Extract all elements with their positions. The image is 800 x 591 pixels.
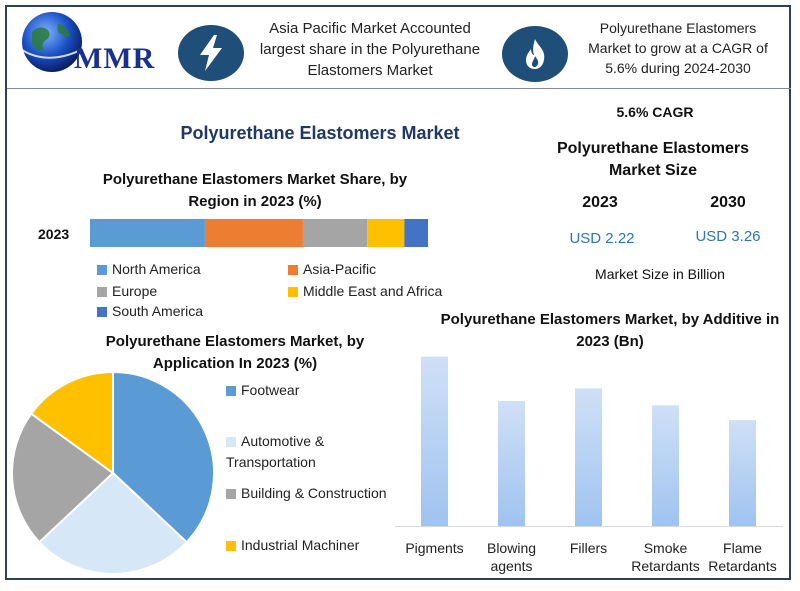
legend-asia-pacific: Asia-Pacific	[288, 261, 376, 277]
pie-slice-automotive-transportation	[37, 471, 189, 575]
region-bar-segment-middle-east-and-africa	[367, 219, 405, 247]
additive-x-label: Fillers	[569, 540, 608, 556]
legend-swatch	[226, 386, 236, 397]
additive-bar-flame-retardants	[729, 420, 756, 526]
market-size-value-1: USD 2.22	[569, 230, 635, 247]
market-size-value-2: USD 3.26	[695, 228, 761, 245]
additive-x-label: Smoke Retardants	[631, 540, 700, 574]
region-chart-title: Polyurethane Elastomers Market Share, by…	[102, 171, 408, 210]
highlight-1-text: Asia Pacific Market Accounted largest sh…	[259, 20, 481, 79]
legend-label: North America	[112, 261, 201, 277]
region-bar-segment-north-america	[90, 219, 205, 247]
legend-label: Middle East and Africa	[303, 283, 443, 299]
legend-label: Automotive & Transportation	[226, 433, 325, 470]
main-title: Polyurethane Elastomers Market	[180, 123, 460, 143]
legend-swatch	[97, 265, 107, 276]
additive-bar-blowing-agents	[498, 401, 525, 526]
market-size-title: Polyurethane Elastomers Market Size	[556, 140, 750, 179]
additive-x-label: Flame Retardants	[708, 540, 777, 574]
additive-chart-title: Polyurethane Elastomers Market, by Addit…	[440, 311, 780, 350]
market-size-unit-note-text: Market Size in Billion	[595, 266, 725, 282]
logo-text: MMR	[74, 42, 156, 75]
highlight-1-badge	[178, 25, 244, 81]
legend-label: South America	[112, 303, 204, 319]
application-pie-chart	[11, 370, 215, 575]
highlight-2-badge	[502, 26, 568, 82]
additive-x-label: Blowing agents	[486, 540, 537, 574]
globe-icon	[21, 12, 93, 72]
pie-legend-automotive: Automotive & Transportation	[226, 431, 356, 473]
additive-bar-pigments	[421, 356, 448, 526]
legend-europe: Europe	[97, 283, 157, 299]
legend-label: Asia-Pacific	[303, 261, 377, 277]
highlight-2-text: Polyurethane Elastomers Market to grow a…	[588, 20, 768, 76]
pie-legend-building: Building & Construction	[226, 483, 387, 504]
legend-label: Europe	[112, 283, 158, 299]
pie-slice-footwear	[112, 370, 215, 544]
legend-swatch	[288, 287, 298, 298]
legend-swatch	[97, 287, 107, 298]
flame-icon	[526, 39, 545, 69]
region-stacked-bar-chart	[90, 219, 428, 247]
pie-legend-footwear: Footwear	[226, 380, 299, 401]
legend-swatch	[288, 265, 298, 276]
region-bar-segment-europe	[302, 219, 368, 247]
pie-slice-industrial-machiner	[29, 370, 114, 475]
legend-middle-east-africa: Middle East and Africa	[288, 283, 442, 299]
legend-label: Building & Construction	[241, 485, 387, 501]
mmr-logo: MMR	[14, 10, 164, 76]
legend-swatch	[226, 489, 236, 500]
legend-label: Footwear	[241, 382, 300, 398]
region-bar-category-label: 2023	[38, 226, 70, 242]
application-chart-title: Polyurethane Elastomers Market, by Appli…	[105, 333, 365, 372]
legend-label: Industrial Machiner	[241, 537, 360, 553]
additive-bar-chart	[395, 356, 783, 527]
lightning-bolt-icon	[200, 35, 222, 71]
market-size-unit-note: Market Size in Billion	[560, 266, 760, 282]
legend-north-america: North America	[97, 261, 201, 277]
legend-south-america: South America	[97, 303, 203, 319]
legend-swatch	[226, 437, 236, 448]
cagr-label: 5.6% CAGR	[616, 104, 694, 120]
market-size-year-1: 2023	[582, 194, 618, 211]
header-divider	[7, 88, 791, 89]
region-bar-segment-south-america	[404, 219, 428, 247]
region-bar-segment-asia-pacific	[204, 219, 303, 247]
additive-bar-fillers	[575, 388, 602, 526]
pie-slice-building-construction	[11, 412, 115, 544]
pie-legend-industrial: Industrial Machiner	[226, 535, 359, 556]
additive-bar-smoke-retardants	[652, 405, 679, 526]
additive-x-label: Pigments	[405, 540, 464, 556]
market-size-year-2: 2030	[710, 194, 746, 211]
legend-swatch	[97, 307, 107, 318]
legend-swatch	[226, 541, 236, 552]
